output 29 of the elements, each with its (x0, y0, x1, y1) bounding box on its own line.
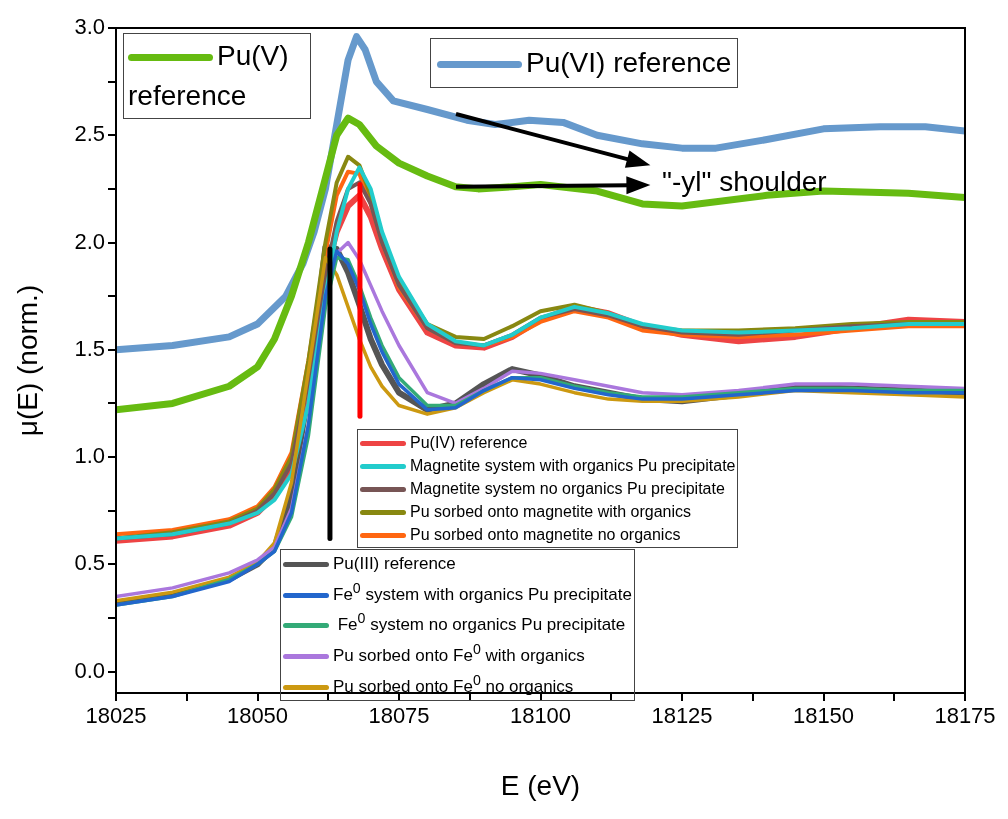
x-tick-label: 18150 (792, 703, 855, 729)
legend-label: Pu(V) reference (128, 40, 289, 111)
x-tick-label: 18025 (85, 703, 147, 729)
legend-label: Pu(VI) reference (526, 47, 732, 78)
x-axis-title: E (eV) (500, 769, 581, 801)
y-tick-label: 2.0 (74, 228, 105, 254)
legend-label: Fe$^{0}$ system no organics Pu precipitate (336, 610, 626, 635)
y-tick-label: 0.5 (74, 550, 105, 576)
x-tick-label: 18125 (651, 703, 713, 729)
legend-label: Pu sorbed onto Fe$^{0}$ no organics (333, 671, 574, 696)
y-axis-title: μ(E) (norm.) (11, 284, 43, 437)
legend-label: Pu(III) reference (333, 554, 456, 573)
legend-label: Fe$^{0}$ system with organics Pu precipitate (333, 580, 632, 604)
y-tick-label: 3.0 (74, 14, 105, 40)
annotation: "-yl" shoulder (662, 166, 827, 198)
y-tick-label: 1.5 (74, 335, 105, 361)
legend-label: Magnetite system no organics Pu precipitate (410, 480, 725, 497)
legend-label: Pu(IV) reference (410, 434, 528, 451)
y-tick-label: 2.5 (74, 121, 105, 147)
x-tick-label: 18100 (509, 703, 572, 729)
x-tick-label: 18175 (934, 703, 996, 729)
x-tick-label: 18050 (226, 703, 289, 729)
y-tick-label: 0.0 (74, 657, 105, 683)
legend-label: Magnetite system with organics Pu precipitate (410, 457, 736, 474)
legend-label: Pu sorbed onto magnetite no organics (410, 526, 681, 543)
x-tick-label: 18075 (368, 703, 430, 729)
y-tick-label: 1.0 (74, 443, 105, 469)
legend-label: Pu sorbed onto magnetite with organics (410, 503, 692, 520)
legend-label: Pu sorbed onto Fe$^{0}$ with organics (333, 641, 585, 665)
